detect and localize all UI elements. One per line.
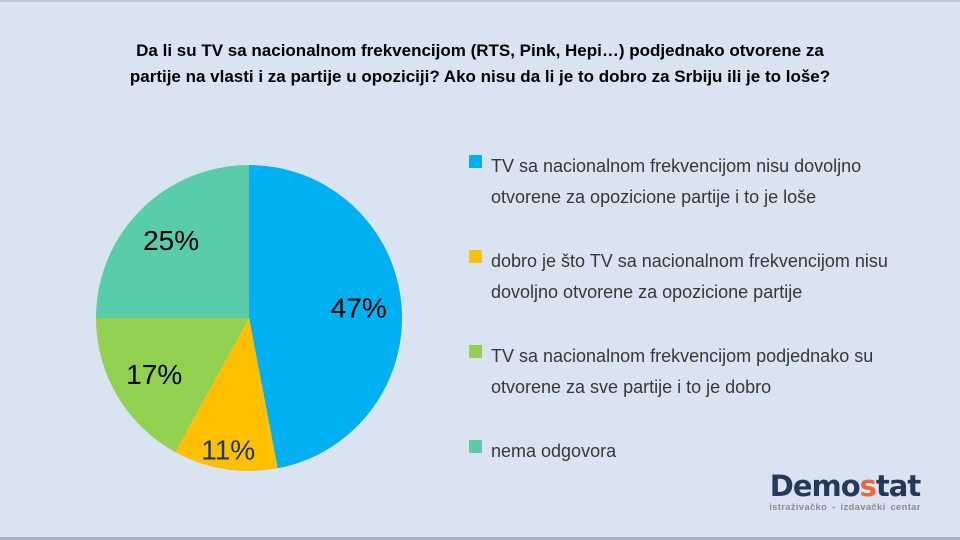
- chart-title-line1: Da li su TV sa nacionalnom frekvencijom …: [136, 41, 824, 60]
- legend-marker-teal: [469, 440, 482, 453]
- legend-item: nema odgovora: [469, 436, 931, 467]
- pie-slice-0: [249, 165, 403, 469]
- legend-marker-blue: [469, 155, 482, 168]
- legend-item: TV sa nacionalnom frekvencijom podjednak…: [469, 341, 931, 403]
- legend-item: TV sa nacionalnom frekvencijom nisu dovo…: [469, 151, 931, 213]
- logo-text-demo: Demo: [769, 469, 861, 503]
- pie-slice-percent-label-1: 11%: [201, 434, 255, 465]
- legend-marker-orange: [469, 250, 482, 263]
- pie-slice-percent-label-2: 17%: [126, 359, 182, 390]
- legend-marker-green: [469, 345, 482, 358]
- demostat-logo: Demostat istraživačko - izdavački centar: [767, 471, 923, 514]
- chart-title-line2: partije na vlasti i za partije u opozici…: [129, 67, 831, 86]
- pie-slice-1: [175, 318, 278, 471]
- logo-text-s-accent: s: [859, 469, 877, 503]
- legend-label: TV sa nacionalnom frekvencijom nisu dovo…: [491, 156, 862, 207]
- pie-slice-percent-label-0: 47%: [331, 292, 387, 323]
- legend-label: dobro je što TV sa nacionalnom frekvenci…: [491, 251, 888, 302]
- legend-item: dobro je što TV sa nacionalnom frekvenci…: [469, 246, 931, 308]
- logo-wordmark: Demostat: [767, 471, 923, 501]
- pie-slice-3: [96, 165, 249, 318]
- pie-slice-percent-label-3: 25%: [143, 225, 199, 256]
- chart-title: Da li su TV sa nacionalnom frekvencijom …: [54, 38, 906, 90]
- logo-subtitle: istraživačko - izdavački centar: [769, 502, 921, 514]
- legend-label: TV sa nacionalnom frekvencijom podjednak…: [491, 346, 874, 397]
- pie-slice-2: [96, 318, 249, 453]
- legend-label: nema odgovora: [491, 441, 617, 461]
- logo-text-tat: tat: [875, 469, 921, 503]
